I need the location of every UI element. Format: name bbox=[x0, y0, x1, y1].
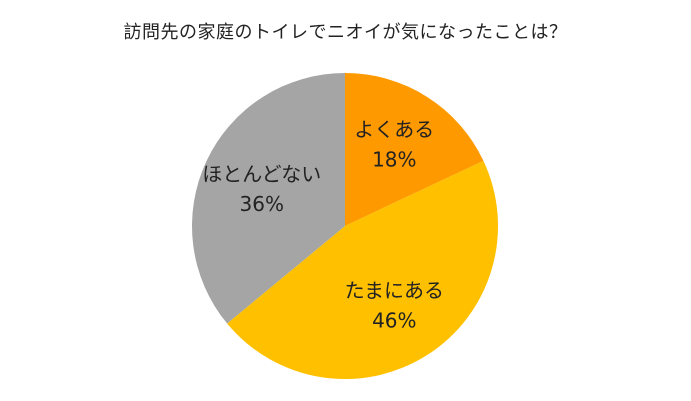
chart-title: 訪問先の家庭のトイレでニオイが気になったことは？ bbox=[123, 22, 568, 43]
pie-slice-3 bbox=[191, 73, 345, 324]
pie-labels: よくある 18% たまにある 46% ほとんどない 36% bbox=[202, 117, 444, 332]
slice-percent-label: 46% bbox=[372, 309, 416, 333]
pie-slices bbox=[191, 73, 498, 379]
pie-slice-1 bbox=[345, 73, 484, 226]
slice-percent-label: 36% bbox=[240, 192, 284, 216]
pie-slice-2 bbox=[227, 160, 498, 379]
slice-category-label: よくある bbox=[354, 117, 434, 141]
slice-category-label: ほとんどない bbox=[202, 162, 321, 186]
slice-percent-label: 18% bbox=[372, 147, 416, 171]
slice-category-label: たまにある bbox=[345, 279, 444, 303]
